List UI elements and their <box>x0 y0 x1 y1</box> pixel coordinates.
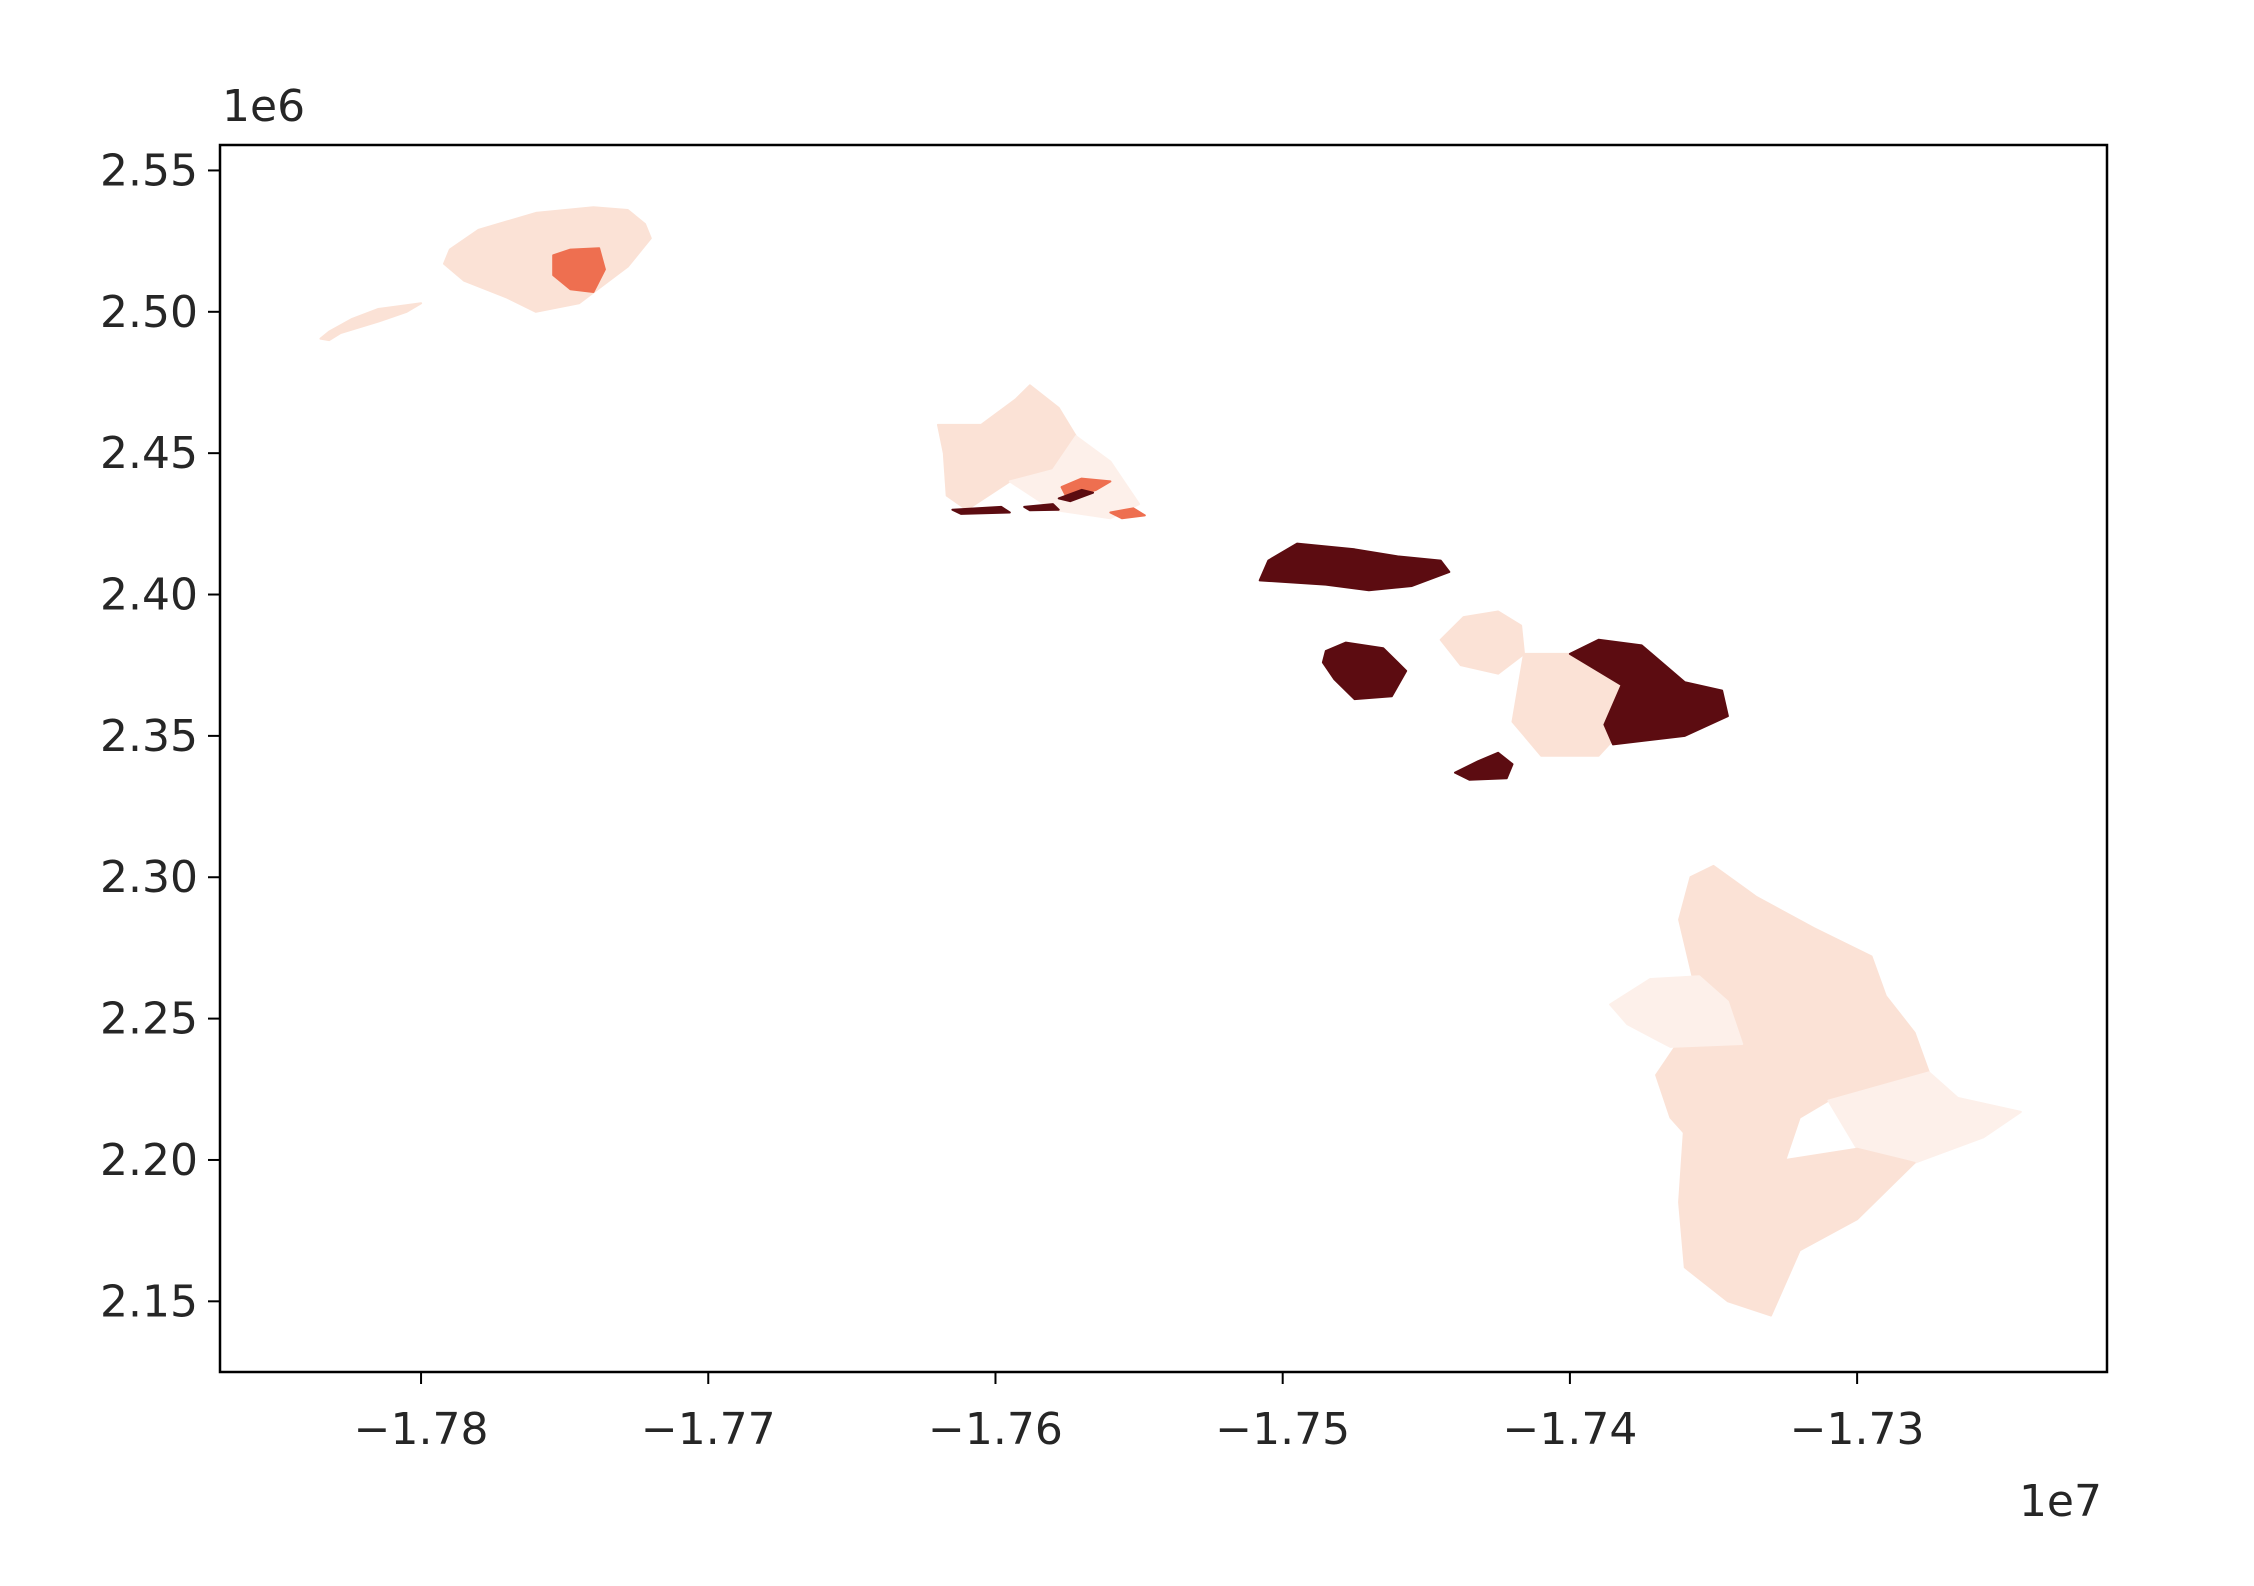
region-kauai-interior <box>552 247 606 293</box>
region-east-maui <box>1568 638 1729 746</box>
region-kahoolawe <box>1454 751 1514 781</box>
region-west-maui <box>1439 610 1525 675</box>
y-tick-label: 2.35 <box>100 711 198 762</box>
x-axis: −1.78 −1.77 −1.76 −1.75 −1.74 −1.73 <box>354 1372 1925 1455</box>
region-hawaii-puna <box>1827 1071 2022 1164</box>
y-axis: 2.15 2.20 2.25 2.30 2.35 2.40 2.45 2.50 2.55 <box>100 145 220 1327</box>
region-kauai-outer <box>443 206 652 313</box>
map-regions <box>319 206 2022 1317</box>
region-oahu-south-1 <box>951 505 1011 515</box>
region-niihau <box>319 302 423 342</box>
region-lanai <box>1321 641 1408 701</box>
x-tick-label: −1.76 <box>928 1404 1063 1455</box>
region-oahu-south-3 <box>1057 488 1095 503</box>
y-tick-label: 2.50 <box>100 287 198 338</box>
y-tick-label: 2.25 <box>100 994 198 1045</box>
y-tick-label: 2.55 <box>100 145 198 196</box>
y-tick-label: 2.15 <box>100 1276 198 1327</box>
region-hawaii-south <box>1678 1116 1916 1317</box>
y-offset-label: 1e6 <box>222 81 305 132</box>
x-tick-label: −1.73 <box>1790 1404 1925 1455</box>
y-tick-label: 2.40 <box>100 570 198 621</box>
region-molokai <box>1258 542 1451 592</box>
region-hawaii-kona <box>1609 975 1744 1048</box>
axes-frame <box>218 143 2109 1374</box>
y-tick-label: 2.30 <box>100 852 198 903</box>
region-oahu-south-2 <box>1023 503 1060 512</box>
region-oahu-east <box>1008 435 1141 520</box>
x-tick-label: −1.74 <box>1502 1404 1637 1455</box>
region-oahu-urban-2 <box>1109 507 1146 520</box>
x-offset-label: 1e7 <box>2019 1476 2102 1527</box>
y-tick-label: 2.45 <box>100 428 198 479</box>
x-tick-label: −1.78 <box>354 1404 489 1455</box>
y-tick-label: 2.20 <box>100 1135 198 1186</box>
x-tick-label: −1.77 <box>641 1404 776 1455</box>
x-tick-label: −1.75 <box>1215 1404 1350 1455</box>
